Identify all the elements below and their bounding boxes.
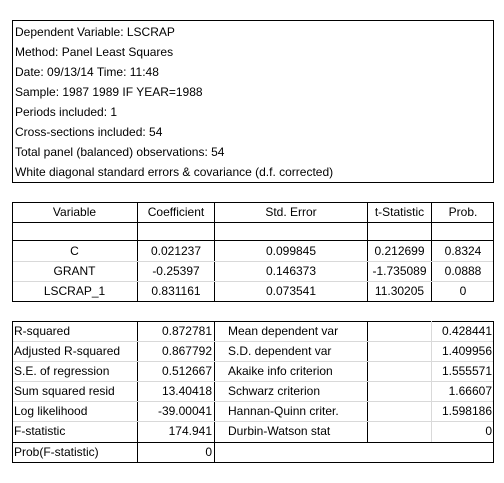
header-line-dependent-variable: Dependent Variable: LSCRAP bbox=[15, 25, 175, 39]
coef-col-divider bbox=[431, 202, 432, 302]
stat-value: -39.00041 bbox=[157, 404, 212, 418]
stat-label: Prob(F-statistic) bbox=[14, 445, 99, 459]
coef-header-rule bbox=[12, 222, 494, 223]
stats-col-divider bbox=[214, 321, 215, 463]
stat-label-2: S.D. dependent var bbox=[228, 344, 332, 358]
coef-std-error: 0.146373 bbox=[265, 264, 317, 278]
regression-output-sheet: Dependent Variable: LSCRAP Method: Panel… bbox=[12, 20, 494, 463]
stat-label: F-statistic bbox=[14, 424, 66, 438]
stats-row-rule bbox=[13, 421, 493, 422]
stat-label-2: Durbin-Watson stat bbox=[228, 424, 331, 438]
stat-value-2: 1.598186 bbox=[441, 404, 492, 418]
header-line-cross-sections: Cross-sections included: 54 bbox=[15, 125, 163, 139]
coef-t-stat: 11.30205 bbox=[374, 284, 425, 298]
stat-label-2: Mean dependent var bbox=[228, 324, 339, 338]
stats-row-rule bbox=[13, 381, 493, 382]
stat-value: 0.872781 bbox=[161, 324, 212, 338]
coef-col-divider bbox=[214, 202, 215, 302]
header-box bbox=[12, 20, 494, 183]
col-header-t-statistic: t-Statistic bbox=[374, 205, 425, 219]
stat-value-2: 0.428441 bbox=[441, 324, 492, 338]
coef-prob: 0.0888 bbox=[444, 264, 482, 278]
col-header-std-error: Std. Error bbox=[265, 205, 317, 219]
coef-std-error: 0.073541 bbox=[265, 284, 317, 298]
coef-value: 0.021237 bbox=[150, 244, 202, 258]
stat-label: Adjusted R-squared bbox=[14, 344, 121, 358]
coef-value: 0.831161 bbox=[151, 284, 201, 298]
coef-prob: 0.8324 bbox=[444, 244, 482, 258]
stat-value-2: 0 bbox=[485, 424, 492, 438]
coef-variable: LSCRAP_1 bbox=[43, 284, 106, 298]
col-header-coefficient: Coefficient bbox=[147, 205, 205, 219]
stat-label-2: Hannan-Quinn criter. bbox=[228, 404, 339, 418]
stats-col-divider bbox=[431, 321, 432, 443]
stats-row-rule bbox=[12, 442, 494, 443]
stat-value-2: 1.66607 bbox=[448, 384, 492, 398]
stats-row-rule bbox=[13, 361, 493, 362]
stat-label: Sum squared resid bbox=[14, 384, 115, 398]
coef-variable: C bbox=[70, 244, 79, 258]
stats-col-divider bbox=[367, 321, 368, 443]
stat-label: Log likelihood bbox=[14, 404, 88, 418]
stats-table-box bbox=[12, 321, 494, 463]
header-line-observations: Total panel (balanced) observations: 54 bbox=[15, 145, 225, 159]
header-line-method: Method: Panel Least Squares bbox=[15, 45, 174, 59]
stat-value-2: 1.409956 bbox=[441, 344, 492, 358]
coef-row-rule bbox=[13, 281, 493, 282]
coef-t-stat: 0.212699 bbox=[374, 244, 425, 258]
stat-value: 0.512667 bbox=[161, 364, 212, 378]
coef-variable: GRANT bbox=[53, 264, 96, 278]
coef-std-error: 0.099845 bbox=[265, 244, 317, 258]
coef-t-stat: -1.735089 bbox=[372, 264, 427, 278]
stat-value: 0 bbox=[205, 445, 212, 459]
stat-value: 174.941 bbox=[168, 424, 212, 438]
stats-row-rule bbox=[13, 341, 493, 342]
coef-row-rule bbox=[13, 261, 493, 262]
header-line-date: Date: 09/13/14 Time: 11:48 bbox=[15, 65, 159, 79]
stat-label: R-squared bbox=[14, 324, 71, 338]
stat-value-2: 1.555571 bbox=[441, 364, 492, 378]
header-line-periods: Periods included: 1 bbox=[15, 105, 118, 119]
header-line-covariance: White diagonal standard errors & covaria… bbox=[15, 165, 334, 179]
coef-col-divider bbox=[367, 202, 368, 302]
coef-value: -0.25397 bbox=[152, 264, 200, 278]
stat-label: S.E. of regression bbox=[14, 364, 110, 378]
stats-col-divider bbox=[137, 321, 138, 463]
coef-spacer-rule bbox=[12, 240, 494, 241]
col-header-prob: Prob. bbox=[448, 205, 478, 219]
coef-col-divider bbox=[137, 202, 138, 302]
stats-row-rule bbox=[13, 401, 493, 402]
stat-label-2: Akaike info criterion bbox=[228, 364, 333, 378]
header-line-sample: Sample: 1987 1989 IF YEAR=1988 bbox=[15, 85, 203, 99]
coef-prob: 0 bbox=[459, 284, 467, 298]
stat-label-2: Schwarz criterion bbox=[228, 384, 321, 398]
col-header-variable: Variable bbox=[52, 205, 97, 219]
coef-table-box bbox=[12, 202, 494, 302]
stat-value: 13.40418 bbox=[161, 384, 212, 398]
stat-value: 0.867792 bbox=[161, 344, 212, 358]
